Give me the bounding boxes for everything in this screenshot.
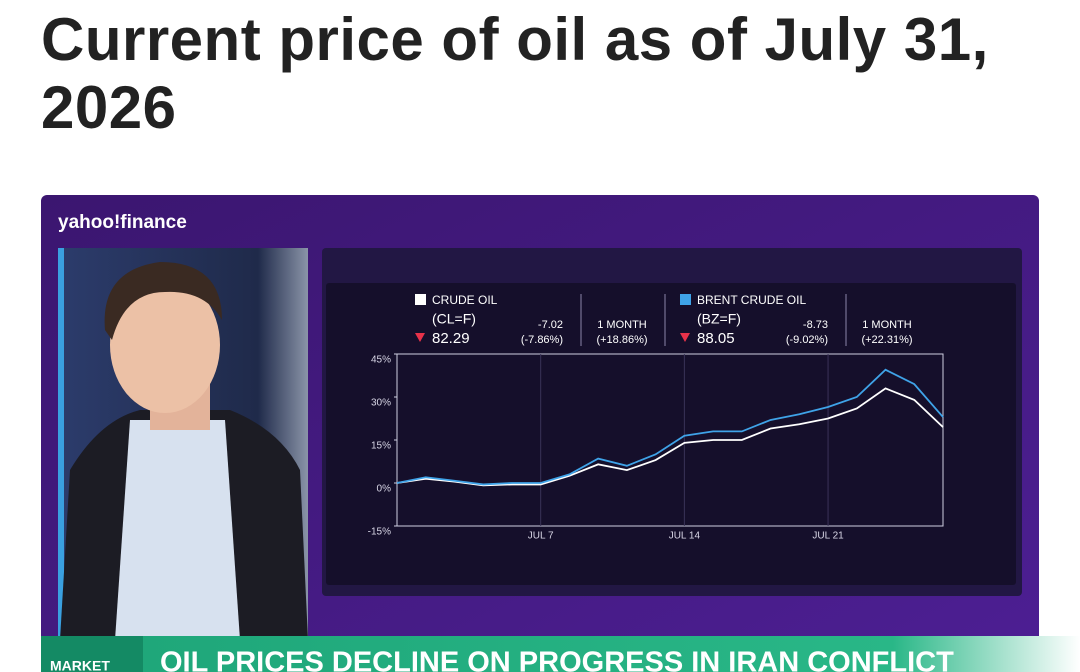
- y-tick-label: 30%: [371, 398, 391, 409]
- brand-logo: yahoo!finance: [58, 212, 187, 233]
- chart-area: [326, 283, 1016, 585]
- y-tick-label: 45%: [371, 355, 391, 366]
- period-label: 1 MONTH: [597, 319, 647, 331]
- quote-symbol: (BZ=F): [697, 311, 741, 327]
- y-tick-label: 0%: [377, 484, 392, 495]
- series-line: [396, 368, 944, 486]
- presenter-shirt: [115, 420, 240, 640]
- legend-swatch: [415, 294, 426, 305]
- period-change: (+22.31%): [861, 334, 912, 346]
- y-tick-label: -15%: [368, 527, 391, 538]
- legend-swatch: [680, 294, 691, 305]
- quote-change-pct: (-9.02%): [786, 334, 828, 346]
- quote-change: -8.73: [803, 319, 828, 331]
- y-tick-label: 15%: [371, 441, 391, 452]
- quote-change-pct: (-7.86%): [521, 334, 563, 346]
- presenter-face: [110, 277, 220, 413]
- down-arrow: [415, 333, 425, 342]
- banner-tag: MARKET: [50, 658, 110, 672]
- series-line: [396, 387, 944, 487]
- presenter-hair: [104, 262, 222, 340]
- quote-price: 82.29: [432, 330, 470, 347]
- quote-change: -7.02: [538, 319, 563, 331]
- x-tick-label: JUL 21: [812, 531, 844, 542]
- banner-headline: OIL PRICES DECLINE ON PROGRESS IN IRAN C…: [160, 647, 954, 672]
- legend-name: CRUDE OIL: [432, 293, 498, 307]
- banner-box: [143, 636, 1080, 672]
- x-tick-label: JUL 14: [669, 531, 701, 542]
- panel-edge: [58, 248, 64, 640]
- x-tick-label: JUL 7: [528, 531, 554, 542]
- quote-price: 88.05: [697, 330, 735, 347]
- period-change: (+18.86%): [596, 334, 647, 346]
- legend-name: BRENT CRUDE OIL: [697, 293, 806, 307]
- article-title: Current price of oil as of July 31, 2026: [41, 6, 989, 141]
- quote-symbol: (CL=F): [432, 311, 476, 327]
- period-label: 1 MONTH: [862, 319, 912, 331]
- down-arrow: [680, 333, 690, 342]
- banner-tag-box: [41, 636, 143, 672]
